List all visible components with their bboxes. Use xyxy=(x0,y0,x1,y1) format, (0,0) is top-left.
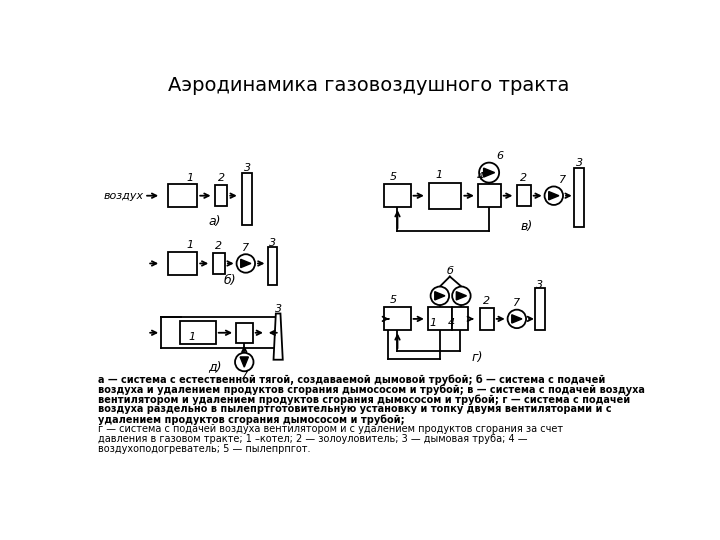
Text: 6: 6 xyxy=(496,151,503,161)
Text: вентилятором и удалением продуктов сгорания дымососом и трубой; г — система с по: вентилятором и удалением продуктов сгора… xyxy=(98,394,630,405)
Text: д): д) xyxy=(208,360,222,373)
Circle shape xyxy=(479,163,499,183)
Text: 1: 1 xyxy=(189,332,195,342)
Text: 1: 1 xyxy=(186,240,193,251)
Bar xyxy=(535,288,545,330)
Text: 1: 1 xyxy=(429,318,436,328)
Text: воздуха и удалением продуктов сгорания дымососом и трубой; в — система с подачей: воздуха и удалением продуктов сгорания д… xyxy=(98,384,645,395)
Text: 3: 3 xyxy=(576,158,582,168)
Bar xyxy=(428,307,452,330)
Text: Аэродинамика газовоздушного тракта: Аэродинамика газовоздушного тракта xyxy=(168,76,570,96)
Text: б): б) xyxy=(224,274,237,287)
Polygon shape xyxy=(240,259,251,268)
Text: 7: 7 xyxy=(513,298,521,308)
Text: 5: 5 xyxy=(390,172,397,182)
Text: удалением продуктов сгорания дымососом и трубой;: удалением продуктов сгорания дымососом и… xyxy=(98,414,405,425)
Bar xyxy=(480,308,494,330)
Text: 4: 4 xyxy=(448,318,455,328)
Text: а): а) xyxy=(209,215,221,228)
Text: 7: 7 xyxy=(242,242,249,253)
Bar xyxy=(429,183,462,209)
Text: воздуха раздельно в пылепртготовительную установку и топку двумя вентиляторами и: воздуха раздельно в пылепртготовительную… xyxy=(98,404,611,414)
Bar xyxy=(168,184,197,207)
Text: воздух: воздух xyxy=(104,191,144,201)
Bar xyxy=(243,173,252,225)
Bar xyxy=(384,307,410,330)
Bar xyxy=(268,247,277,285)
Text: б: б xyxy=(446,266,454,276)
Circle shape xyxy=(237,254,255,273)
Text: г — система с подачей воздуха вентилятором и с удалением продуктов сгорания за с: г — система с подачей воздуха вентилятор… xyxy=(98,424,563,434)
Text: 3: 3 xyxy=(274,303,282,314)
Text: давления в газовом тракте; 1 –котел; 2 — золоуловитель; 3 — дымовая труба; 4 —: давления в газовом тракте; 1 –котел; 2 —… xyxy=(98,434,528,444)
Text: воздухоподогреватель; 5 — пылепрпгот.: воздухоподогреватель; 5 — пылепрпгот. xyxy=(98,444,310,455)
Circle shape xyxy=(544,186,563,205)
Text: 1: 1 xyxy=(436,170,443,180)
Text: 4: 4 xyxy=(477,172,485,182)
Text: 2: 2 xyxy=(217,173,225,184)
Bar xyxy=(212,253,225,274)
Circle shape xyxy=(431,287,449,305)
Text: 3: 3 xyxy=(269,238,276,248)
Polygon shape xyxy=(274,314,283,360)
Text: 3: 3 xyxy=(536,280,544,289)
Polygon shape xyxy=(512,315,522,323)
Bar xyxy=(168,252,197,275)
Text: г): г) xyxy=(471,350,482,363)
Circle shape xyxy=(452,287,471,305)
Text: 7: 7 xyxy=(240,372,248,381)
Text: 2: 2 xyxy=(483,296,490,306)
Polygon shape xyxy=(456,292,467,300)
Circle shape xyxy=(235,353,253,372)
Text: 2: 2 xyxy=(215,241,222,251)
Polygon shape xyxy=(435,292,445,300)
Text: 2: 2 xyxy=(521,173,527,183)
Text: 7: 7 xyxy=(559,175,567,185)
Bar xyxy=(452,307,467,330)
Bar xyxy=(180,321,216,345)
Text: в): в) xyxy=(521,220,533,233)
Bar xyxy=(575,168,584,226)
Circle shape xyxy=(508,309,526,328)
Bar xyxy=(517,185,531,206)
Bar xyxy=(477,184,500,207)
Text: 1: 1 xyxy=(186,173,193,183)
Text: 3: 3 xyxy=(244,163,251,173)
Bar xyxy=(215,185,228,206)
Text: а — система с естественной тягой, создаваемой дымовой трубой; б — система с пода: а — система с естественной тягой, создав… xyxy=(98,374,606,385)
Polygon shape xyxy=(240,357,248,367)
Bar xyxy=(384,184,410,207)
Polygon shape xyxy=(484,168,495,177)
Text: 5: 5 xyxy=(390,295,397,305)
Bar xyxy=(235,323,253,343)
Polygon shape xyxy=(549,192,559,200)
